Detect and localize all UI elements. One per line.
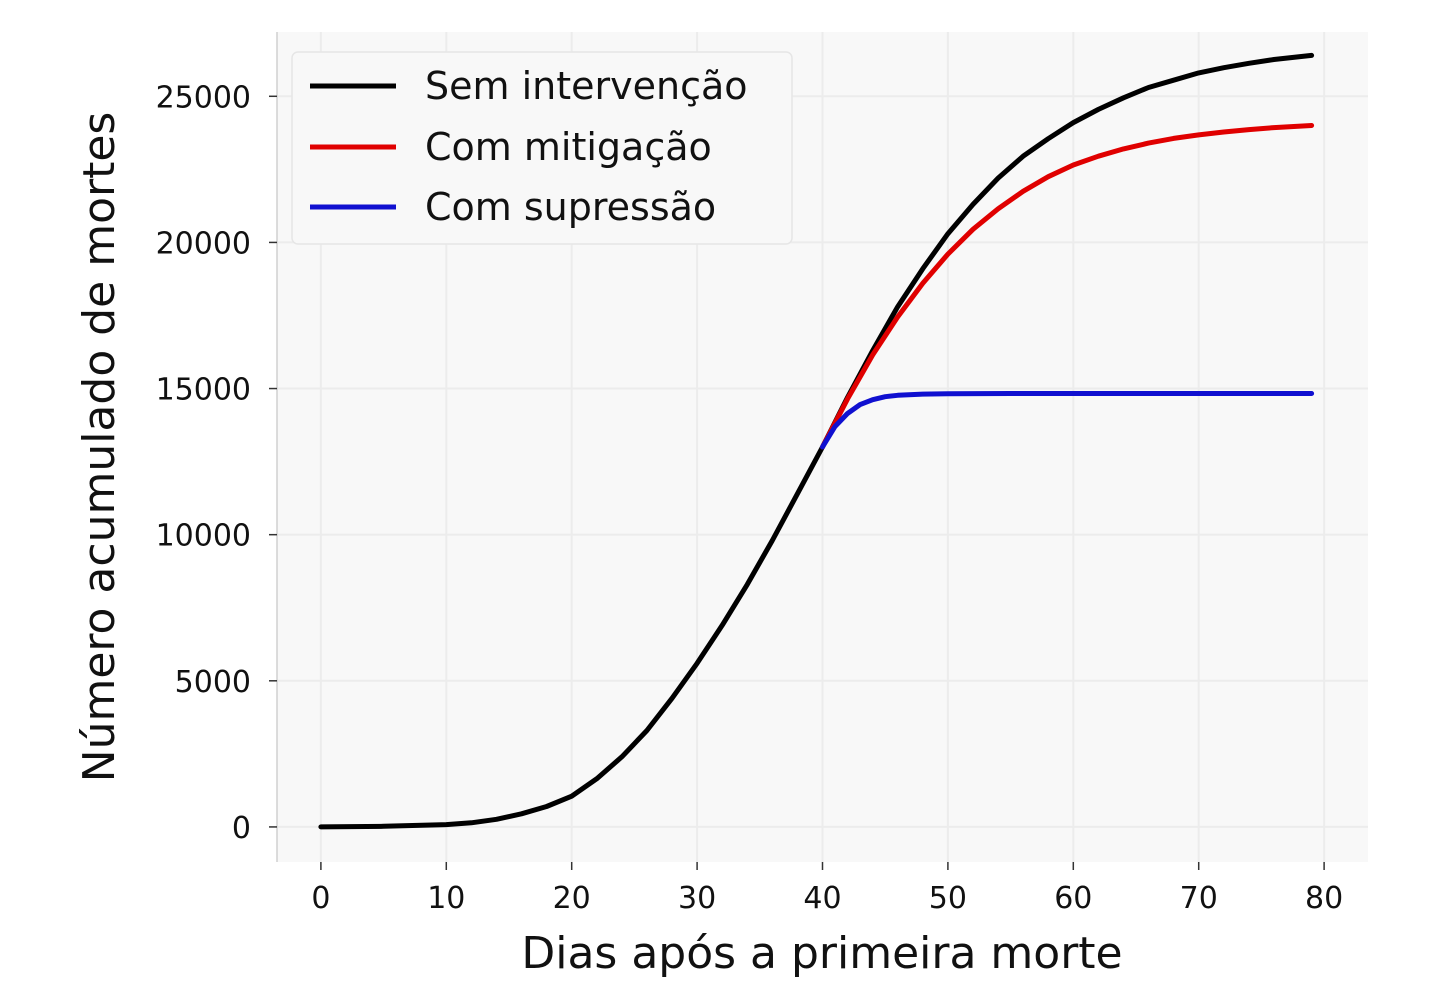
y-tick-label: 20000 [156,226,251,261]
series-group [318,52,1315,830]
series-line-com-mitigacao [820,123,1315,450]
legend-label-com-supressao: Com supressão [425,185,716,229]
y-axis-title: Número acumulado de mortes [74,112,125,783]
x-tick-label: 30 [678,881,716,916]
x-tick-label: 50 [929,881,967,916]
x-axis-title: Dias após a primeira morte [521,928,1122,979]
y-tick-label: 25000 [156,80,251,115]
x-axis: 0 10 20 30 40 50 60 70 80 [311,862,1343,916]
x-tick-label: 70 [1180,881,1218,916]
x-tick-label: 10 [427,881,465,916]
x-tick-label: 20 [553,881,591,916]
y-tick-label: 15000 [156,373,251,408]
legend: Sem intervenção Com mitigação Com supres… [291,51,793,245]
x-tick-label: 80 [1305,881,1343,916]
x-tick-label: 60 [1054,881,1092,916]
legend-box [291,51,793,245]
y-tick-label: 10000 [156,519,251,554]
y-tick-label: 0 [232,811,251,846]
legend-label-com-mitigacao: Com mitigação [425,125,712,169]
y-axis: 0 5000 10000 15000 20000 25000 [156,80,277,846]
legend-label-sem-intervencao: Sem intervenção [425,64,748,108]
y-tick-label: 5000 [175,665,251,700]
x-tick-label: 0 [311,881,330,916]
x-tick-label: 40 [803,881,841,916]
series-line-com-supressao [820,391,1315,450]
